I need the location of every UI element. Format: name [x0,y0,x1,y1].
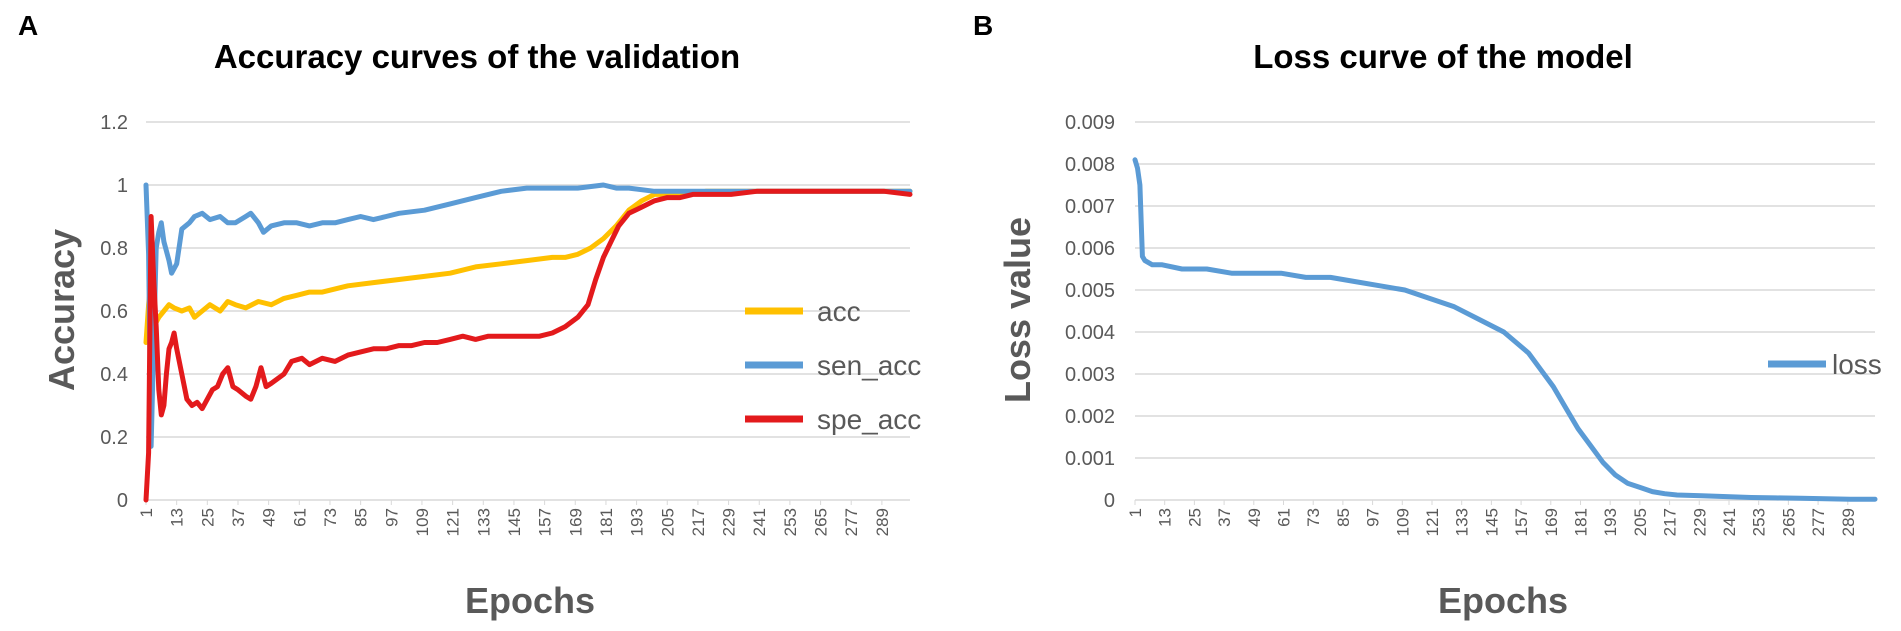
accuracy-x-tick-label: 61 [290,508,309,527]
loss-y-tick-label: 0.006 [1065,238,1115,260]
accuracy-x-tick-label: 49 [260,508,279,527]
accuracy-x-tick-label: 37 [229,508,248,527]
accuracy-series [143,182,913,503]
loss-chart: B Loss curve of the model Loss value Epo… [973,10,1882,621]
loss-x-tick-label: 37 [1215,508,1234,527]
panel-a-letter: A [18,10,38,41]
loss-x-tick-label: 73 [1304,508,1323,527]
accuracy-x-tick-label: 205 [658,508,677,536]
accuracy-x-tick-label: 109 [413,508,432,536]
accuracy-x-tick-label: 289 [873,508,892,536]
loss-x-tick-label: 145 [1482,508,1501,536]
accuracy-chart-title: Accuracy curves of the validation [214,38,740,75]
loss-x-tick-label: 193 [1601,508,1620,536]
accuracy-x-tick-label: 217 [689,508,708,536]
accuracy-x-tick-label: 1 [137,508,156,517]
accuracy-x-tick-label: 97 [382,508,401,527]
loss-y-tick-label: 0.009 [1065,112,1115,134]
loss-x-tick-label: 241 [1720,508,1739,536]
loss-x-tick-label: 181 [1571,508,1590,536]
loss-x-tick-label: 217 [1661,508,1680,536]
loss-x-tick-label: 205 [1631,508,1650,536]
loss-x-tick-label: 289 [1839,508,1858,536]
loss-y-tick-label: 0.008 [1065,154,1115,176]
accuracy-legend: acc sen_acc spe_acc [745,296,921,435]
series-line-spe-acc [143,188,913,503]
loss-x-tick-label: 61 [1274,508,1293,527]
loss-legend: loss [1768,349,1882,380]
accuracy-y-tick-label: 0.6 [100,301,128,323]
accuracy-y-axis-title: Accuracy [41,229,82,391]
loss-x-tick-label: 157 [1512,508,1531,536]
loss-y-tick-label: 0.004 [1065,322,1115,344]
loss-x-tick-label: 253 [1750,508,1769,536]
accuracy-x-tick-label: 13 [168,508,187,527]
loss-x-tick-label: 25 [1185,508,1204,527]
loss-x-tick-label: 13 [1156,508,1175,527]
legend-label-spe-acc: spe_acc [817,404,921,435]
accuracy-y-ticks: 0 0.2 0.4 0.6 0.8 1 1.2 [100,112,128,512]
loss-gridlines [1135,121,1875,501]
accuracy-x-tick-label: 157 [536,508,555,536]
legend-label-acc: acc [817,296,861,327]
accuracy-x-tick-label: 85 [352,508,371,527]
accuracy-x-tick-label: 253 [781,508,800,536]
loss-y-tick-label: 0.005 [1065,280,1115,302]
accuracy-x-tick-label: 277 [842,508,861,536]
accuracy-x-tick-label: 265 [812,508,831,536]
loss-x-tick-label: 109 [1393,508,1412,536]
loss-y-tick-label: 0.001 [1065,448,1115,470]
loss-y-tick-label: 0.002 [1065,406,1115,428]
loss-x-tick-label: 85 [1334,508,1353,527]
accuracy-x-ticks: 1 13 25 37 49 61 73 85 97 109 121 133 145 157 169 181 19… [137,500,892,536]
accuracy-y-tick-label: 0 [117,490,128,512]
series-line-loss [1132,157,1878,502]
loss-chart-title: Loss curve of the model [1253,38,1633,75]
loss-x-tick-label: 169 [1542,508,1561,536]
loss-x-tick-label: 277 [1809,508,1828,536]
loss-y-ticks: 0 0.001 0.002 0.003 0.004 0.005 0.006 0.007 0.00… [1065,112,1115,512]
panel-b-letter: B [973,10,993,41]
accuracy-y-tick-label: 0.2 [100,427,128,449]
accuracy-chart: A Accuracy curves of the validation Accu… [18,10,921,621]
loss-x-tick-label: 49 [1245,508,1264,527]
accuracy-x-tick-label: 145 [505,508,524,536]
loss-x-tick-label: 121 [1423,508,1442,536]
accuracy-y-tick-label: 0.8 [100,238,128,260]
accuracy-x-tick-label: 181 [597,508,616,536]
accuracy-x-tick-label: 133 [474,508,493,536]
loss-series [1132,157,1878,502]
loss-y-tick-label: 0.003 [1065,364,1115,386]
accuracy-x-tick-label: 193 [628,508,647,536]
accuracy-gridlines [146,121,910,501]
loss-x-ticks: 1 13 25 37 49 61 73 85 97 109 121 133 145 157 169 181 19… [1126,500,1858,536]
loss-x-tick-label: 133 [1453,508,1472,536]
accuracy-y-tick-label: 1.2 [100,112,128,134]
loss-y-axis-title: Loss value [997,217,1038,403]
loss-x-tick-label: 265 [1779,508,1798,536]
accuracy-y-tick-label: 0.4 [100,364,128,386]
loss-x-tick-label: 1 [1126,508,1145,517]
loss-y-tick-label: 0.007 [1065,196,1115,218]
loss-x-axis-title: Epochs [1438,580,1568,621]
loss-x-tick-label: 229 [1690,508,1709,536]
accuracy-x-tick-label: 169 [566,508,585,536]
legend-label-loss: loss [1832,349,1882,380]
series-line-sen-acc [143,182,913,449]
accuracy-x-tick-label: 121 [444,508,463,536]
accuracy-x-tick-label: 241 [750,508,769,536]
loss-x-tick-label: 97 [1364,508,1383,527]
series-line-acc [143,188,913,345]
accuracy-y-tick-label: 1 [117,175,128,197]
accuracy-x-tick-label: 73 [321,508,340,527]
loss-y-tick-label: 0 [1104,490,1115,512]
accuracy-x-tick-label: 229 [720,508,739,536]
legend-label-sen-acc: sen_acc [817,350,921,381]
accuracy-x-tick-label: 25 [198,508,217,527]
accuracy-x-axis-title: Epochs [465,580,595,621]
